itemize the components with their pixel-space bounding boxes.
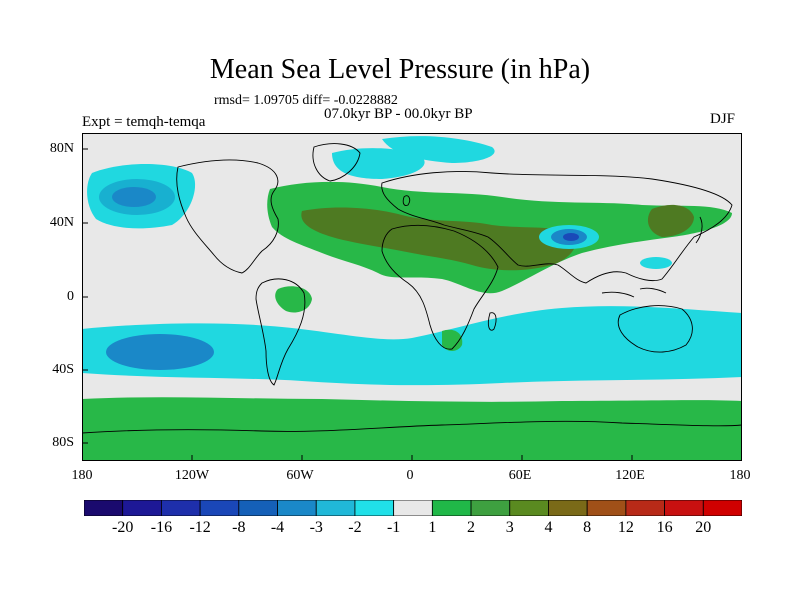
colorbar-label: -3 [309, 519, 323, 536]
colorbar-box [586, 500, 627, 516]
x-tick-label: 180 [71, 468, 93, 483]
colorbar-label: 20 [695, 519, 712, 536]
colorbar-label: -16 [150, 519, 173, 536]
colorbar-label: -12 [189, 519, 211, 536]
coastlines [82, 143, 742, 434]
y-tick-label: 80S [52, 435, 74, 450]
colorbar-label: -20 [112, 519, 134, 536]
south-pacific-low-patch [106, 334, 214, 370]
x-tick-label: 120E [615, 468, 645, 483]
x-tick-label: 60E [508, 468, 532, 483]
southeast-pacific-negative-patch [682, 323, 742, 359]
colorbar-box [238, 500, 278, 516]
southern-africa-positive-patch [442, 329, 463, 351]
west-pacific-negative-patch [640, 257, 672, 269]
colorbar-label: 2 [467, 519, 476, 536]
colorbar-box [354, 500, 395, 516]
arctic-negative-patch-2 [382, 136, 495, 163]
colorbar-label: 4 [544, 519, 553, 536]
south-america-positive-patch [275, 286, 312, 313]
colorbar-box [664, 500, 704, 516]
stats-line: rmsd= 1.09705 diff= -0.0228882 [214, 93, 398, 108]
colorbar-box [702, 500, 742, 516]
colorbar-label: 12 [617, 519, 634, 536]
chart-title: Mean Sea Level Pressure (in hPa) [209, 54, 591, 85]
colorbar-label: 3 [505, 519, 514, 536]
colorbar-box [431, 500, 472, 516]
colorbar-box [84, 500, 124, 516]
x-tick-label: 0 [406, 468, 414, 483]
colorbar-label: 16 [656, 519, 673, 536]
colorbar-box [161, 500, 201, 516]
colorbar-label: -1 [386, 519, 401, 536]
arctic-negative-patch [332, 148, 425, 179]
tibet-negative-core [563, 233, 579, 241]
colorbar-box [277, 500, 317, 516]
colorbar-label: -2 [348, 519, 362, 536]
y-tick-label: 0 [67, 289, 74, 304]
experiment-label: Expt = temqh-temqa [82, 114, 206, 130]
colorbar-box [315, 500, 356, 516]
antarctic-positive-band [82, 397, 742, 461]
y-tick-label: 40N [49, 215, 74, 230]
y-tick-label: 40S [52, 362, 74, 377]
season-label: DJF [710, 111, 736, 127]
colorbar-box [122, 500, 162, 516]
colorbar-box [470, 500, 511, 516]
colorbar-label: -4 [270, 519, 285, 536]
colorbar-box [625, 500, 665, 516]
southern-midlat-positive-band [82, 402, 212, 431]
x-tick-label: 180 [729, 468, 751, 483]
colorbar-box [393, 500, 433, 516]
colorbar-label: 1 [428, 519, 437, 536]
colorbar-box [199, 500, 240, 516]
colorbar-box [548, 500, 588, 516]
x-tick-label: 60W [286, 468, 314, 483]
north-pacific-core-patch [112, 187, 156, 207]
south-indian-negative-patch [502, 309, 650, 338]
axis-ticks [82, 148, 633, 461]
east-asia-strong-positive-patch [647, 204, 694, 237]
colorbar-label: 8 [583, 519, 592, 536]
colorbar [84, 500, 742, 516]
colorbar-box [509, 500, 549, 516]
period-line: 07.0kyr BP - 00.0kyr BP [324, 106, 473, 122]
subpolar-neutral-band [82, 373, 742, 401]
pressure-anomaly-map [82, 133, 742, 461]
y-tick-label: 80N [49, 141, 74, 156]
x-tick-label: 120W [174, 468, 210, 483]
colorbar-label: -8 [232, 519, 246, 536]
